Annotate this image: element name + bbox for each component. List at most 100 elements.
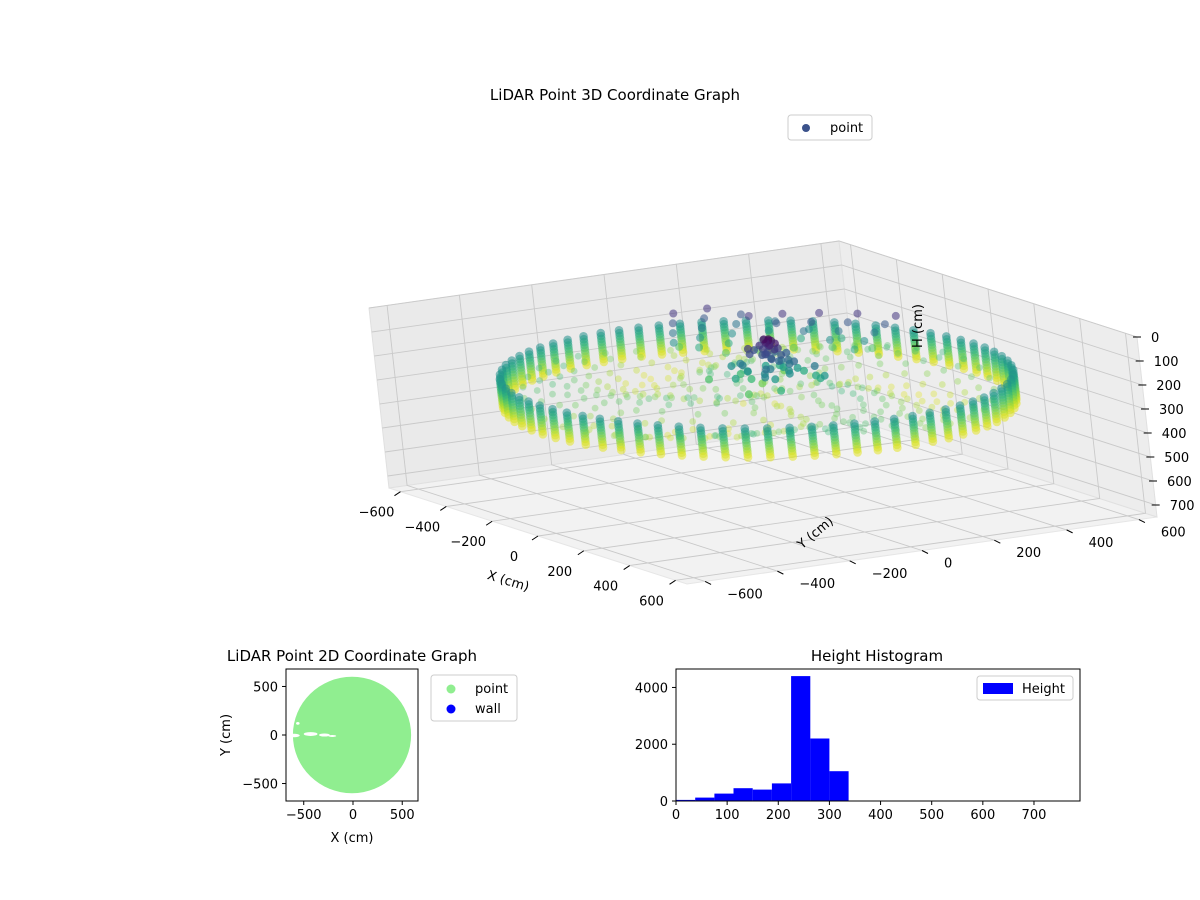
point-marker: [875, 352, 882, 360]
point-marker: [954, 378, 962, 385]
point-marker: [668, 319, 677, 328]
point-marker: [855, 361, 862, 369]
point-marker: [699, 452, 708, 461]
point-marker: [682, 356, 690, 364]
chart-2d-legend-wall-marker: [446, 704, 456, 714]
point-marker: [607, 355, 614, 363]
y-tick: [1066, 529, 1073, 534]
point-marker: [690, 394, 698, 401]
chart-histogram-legend: Height: [976, 675, 1074, 701]
point-marker: [552, 357, 560, 365]
chart-2d-legend-point-marker: [446, 684, 456, 694]
point-marker: [680, 381, 687, 388]
point-marker: [582, 381, 590, 389]
y-tick-label: 2000: [635, 738, 668, 753]
point-marker: [705, 361, 712, 369]
y-tick-label: 0: [660, 795, 668, 810]
point-marker: [622, 390, 630, 398]
scan-gap: [319, 733, 330, 737]
point-marker: [581, 440, 591, 450]
point-marker: [811, 345, 821, 355]
histogram-bar: [771, 783, 792, 801]
point-marker: [656, 449, 666, 459]
grid-z-line: [368, 240, 1138, 338]
point-marker: [899, 404, 906, 412]
scan-gap: [328, 735, 337, 737]
y-tick-label: −500: [242, 778, 278, 793]
point-marker: [753, 392, 761, 400]
point-marker: [761, 373, 770, 382]
point-marker: [607, 392, 615, 399]
x-tick-label: 500: [390, 808, 415, 823]
point-marker: [617, 409, 625, 417]
point-marker: [714, 393, 721, 400]
point-marker: [664, 363, 672, 371]
point-marker: [880, 320, 889, 329]
x-tick-label: −200: [450, 535, 486, 550]
point-marker: [696, 397, 704, 405]
point-marker: [935, 354, 943, 361]
point-marker: [721, 409, 729, 417]
scan-gap: [296, 721, 300, 725]
point-marker: [731, 374, 740, 383]
x-tick-label: 600: [639, 594, 664, 609]
point-marker: [732, 397, 739, 405]
point-marker: [983, 422, 992, 431]
point-marker: [745, 350, 754, 359]
point-marker: [858, 384, 866, 392]
point-marker: [797, 380, 805, 388]
point-marker: [668, 394, 675, 402]
point-marker: [813, 379, 821, 386]
point-marker: [670, 352, 678, 359]
histogram-bar: [791, 676, 811, 801]
x-tick: [394, 491, 401, 497]
point-marker: [822, 355, 830, 362]
point-marker: [650, 382, 658, 389]
point-marker: [944, 433, 954, 443]
point-marker: [877, 408, 884, 416]
point-marker: [763, 392, 771, 399]
chart-2d-legend: point wall: [430, 674, 518, 722]
z-tick-label: 100: [1154, 355, 1179, 370]
point-marker: [860, 427, 868, 435]
point-marker: [762, 365, 770, 374]
chart-histogram-legend-swatch: [983, 683, 1013, 694]
y-tick: [921, 550, 929, 554]
point-marker: [897, 398, 905, 406]
y-tick: [849, 560, 856, 565]
point-marker: [657, 350, 667, 359]
point-marker: [737, 392, 744, 399]
point-marker: [631, 387, 639, 395]
point-marker: [591, 404, 599, 412]
point-marker: [744, 390, 753, 399]
point-marker: [638, 381, 646, 389]
chart-3d: LiDAR Point 3D Coordinate Graph −600 −400…: [359, 86, 1195, 609]
point-marker: [787, 408, 795, 416]
point-marker: [594, 386, 601, 394]
point-marker: [598, 443, 608, 452]
point-marker: [919, 415, 926, 423]
point-marker: [723, 370, 731, 378]
point-marker: [601, 349, 609, 357]
x-tick-label: 700: [1022, 808, 1047, 823]
point-marker: [826, 379, 834, 387]
point-marker: [887, 383, 895, 391]
point-marker: [743, 453, 753, 462]
point-marker: [972, 368, 981, 377]
point-marker: [706, 433, 714, 440]
y-tick: [777, 570, 784, 575]
chart-histogram: Height Histogram 0 100 200 300 400 500 600 7000…: [635, 647, 1081, 823]
grid-z-line: [387, 408, 1156, 506]
point-marker: [633, 407, 640, 414]
point-marker: [735, 354, 743, 362]
point-marker: [748, 430, 755, 437]
point-marker: [923, 370, 931, 377]
point-marker: [968, 373, 975, 381]
point-marker: [961, 389, 969, 396]
point-marker: [595, 378, 603, 385]
point-marker: [700, 314, 709, 323]
chart-3d-title: LiDAR Point 3D Coordinate Graph: [490, 86, 740, 104]
chart-histogram-legend-label: Height: [1022, 682, 1065, 697]
point-marker: [696, 368, 704, 376]
point-marker: [929, 357, 938, 367]
